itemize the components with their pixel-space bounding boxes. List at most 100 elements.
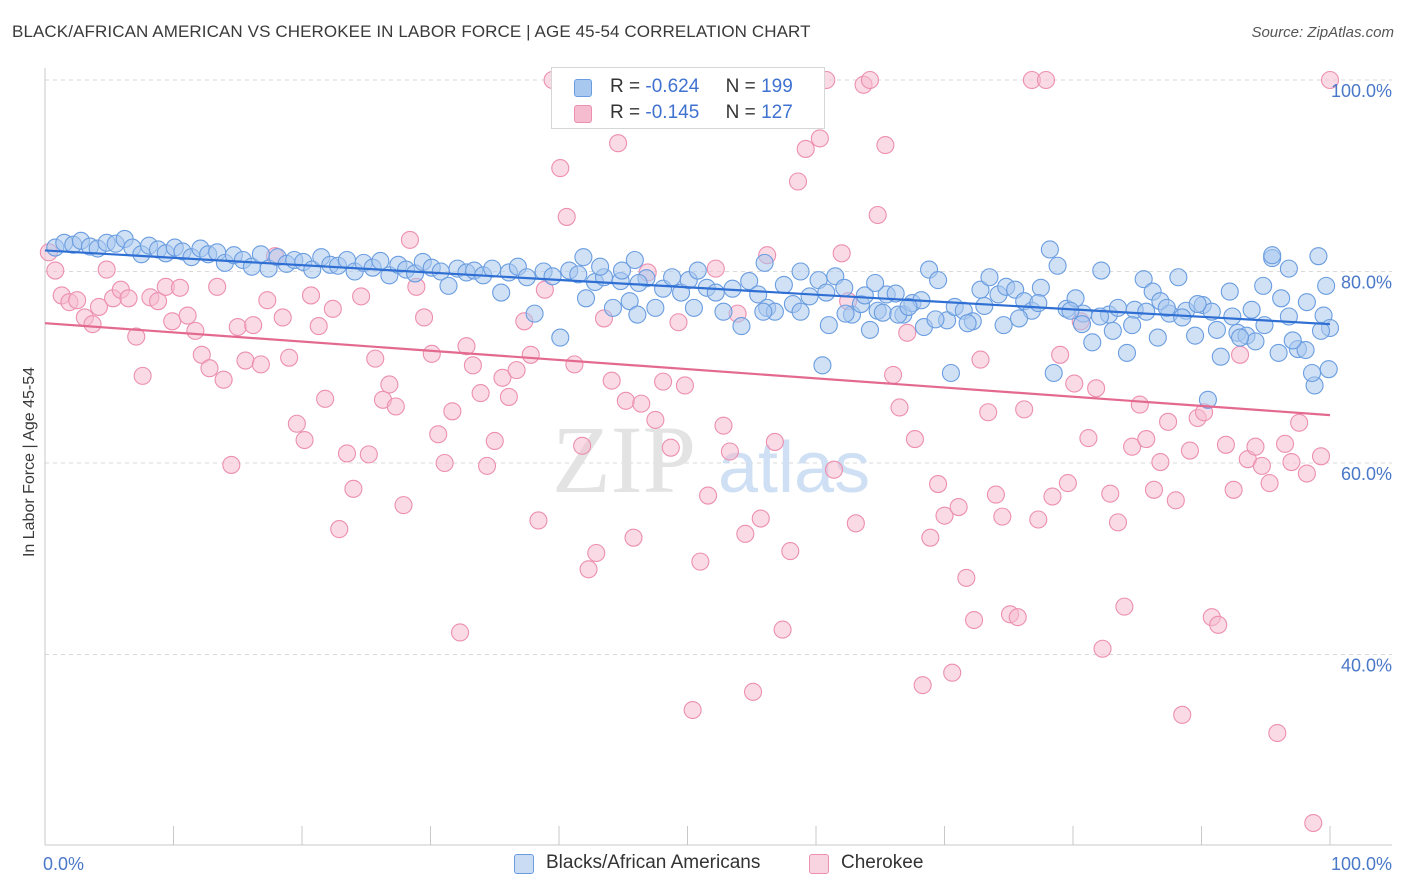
cherokee-point (781, 542, 800, 561)
legend-r-label: R = (610, 102, 641, 123)
cherokee-point (133, 366, 152, 385)
cherokee-point (366, 349, 385, 368)
cherokee-point (1275, 434, 1295, 453)
legend-swatch-blue (574, 79, 592, 97)
black-african-american-point (1202, 302, 1221, 321)
cherokee-point (579, 560, 598, 579)
cherokee-point (743, 682, 763, 701)
cherokee-point (394, 496, 413, 515)
black-african-american-point (1009, 309, 1029, 328)
black-african-american-point (543, 267, 562, 286)
black-african-american-point (1040, 240, 1059, 259)
black-african-american-point (1048, 256, 1067, 275)
black-african-american-point (755, 253, 774, 272)
cherokee-point (507, 361, 526, 380)
black-african-american-point (628, 305, 647, 324)
legend-r-value: -0.624 (645, 76, 700, 97)
black-african-american-point (1103, 321, 1122, 340)
x-tick-label: 100.0% (1331, 854, 1392, 874)
cherokee-point (422, 344, 441, 363)
cherokee-point (720, 442, 739, 461)
cherokee-point (551, 159, 570, 178)
cherokee-point (429, 425, 448, 444)
blacks-trend-line (44, 249, 1331, 326)
black-african-american-point (899, 297, 918, 316)
cherokee-point (287, 414, 306, 433)
cherokee-point (463, 356, 482, 375)
cherokee-point (616, 391, 635, 410)
cherokee-point (1015, 400, 1034, 419)
black-african-american-point (1211, 347, 1230, 366)
black-african-american-point (620, 292, 639, 311)
black-african-american-point (1198, 390, 1217, 409)
black-african-american-point (1311, 321, 1331, 340)
black-african-american-point (926, 310, 945, 329)
black-african-american-point (813, 356, 832, 375)
cherokee-point (1166, 491, 1185, 510)
cherokee-point (1144, 480, 1164, 499)
black-african-american-point (629, 273, 648, 293)
cherokee-point (149, 292, 168, 311)
black-african-american-point (525, 304, 544, 323)
cherokee-point (986, 485, 1005, 504)
watermark-atlas: atlas (718, 428, 870, 508)
cherokee-point (316, 389, 335, 408)
cherokee-point (46, 261, 65, 280)
legend-n-label: N = (725, 76, 756, 97)
cherokee-point (127, 327, 146, 346)
cherokee-point (796, 139, 815, 158)
cherokee-point (457, 337, 476, 356)
black-african-american-point (1246, 332, 1265, 351)
cherokee-point (921, 528, 940, 547)
cherokee-point (1065, 374, 1084, 393)
trend-lines (44, 249, 1331, 417)
black-african-american-point (663, 268, 682, 287)
cherokee-point (380, 375, 399, 394)
black-african-american-point (1061, 301, 1080, 320)
black-african-american-point (791, 302, 810, 321)
black-african-american-point (1137, 302, 1156, 321)
watermark-zip: ZIP (552, 406, 696, 513)
cherokee-point (602, 371, 621, 390)
black-african-american-point (1186, 326, 1205, 345)
black-african-american-point (1242, 300, 1261, 319)
black-african-american-point (1188, 295, 1207, 314)
cherokee-point (1224, 480, 1243, 499)
cherokee-point (1036, 70, 1056, 90)
black-african-american-point (551, 328, 570, 347)
black-african-american-point (1220, 282, 1239, 301)
cherokee-point (1051, 345, 1070, 364)
cherokee-point (824, 460, 844, 479)
cherokee-point (83, 315, 102, 334)
black-african-american-point (866, 273, 885, 293)
cherokee-point (435, 453, 454, 473)
cherokee-point (646, 410, 665, 429)
cherokee-point (273, 308, 292, 327)
black-african-american-point (706, 283, 725, 302)
black-african-american-point (483, 259, 502, 278)
correlation-legend: R = -0.624 N = 199 R = -0.145 N = 127 (551, 67, 825, 129)
cherokee-point (736, 524, 755, 543)
legend-n-value: 127 (761, 102, 793, 123)
cherokee-point (905, 430, 924, 449)
cherokee-trend-line (44, 322, 1331, 417)
cherokee-point (971, 350, 990, 369)
y-tick-label: 60.0% (1341, 464, 1392, 484)
cherokee-point (1093, 639, 1112, 658)
cherokee-point (359, 445, 378, 464)
watermark: ZIP atlas (552, 406, 870, 513)
cherokee-point (1320, 70, 1340, 90)
cherokee-point (1180, 441, 1199, 460)
black-african-american-point (492, 283, 511, 302)
black-african-american-point (1169, 268, 1188, 287)
black-african-american-point (791, 262, 810, 281)
cherokee-point (699, 486, 718, 505)
cherokee-point (810, 129, 829, 148)
black-african-american-point (1269, 343, 1288, 362)
cherokee-point (386, 397, 405, 416)
cherokee-point (1173, 705, 1192, 724)
black-african-american-point (1029, 294, 1048, 313)
legend-r-value: -0.145 (645, 102, 700, 123)
cherokee-point (1029, 510, 1048, 529)
